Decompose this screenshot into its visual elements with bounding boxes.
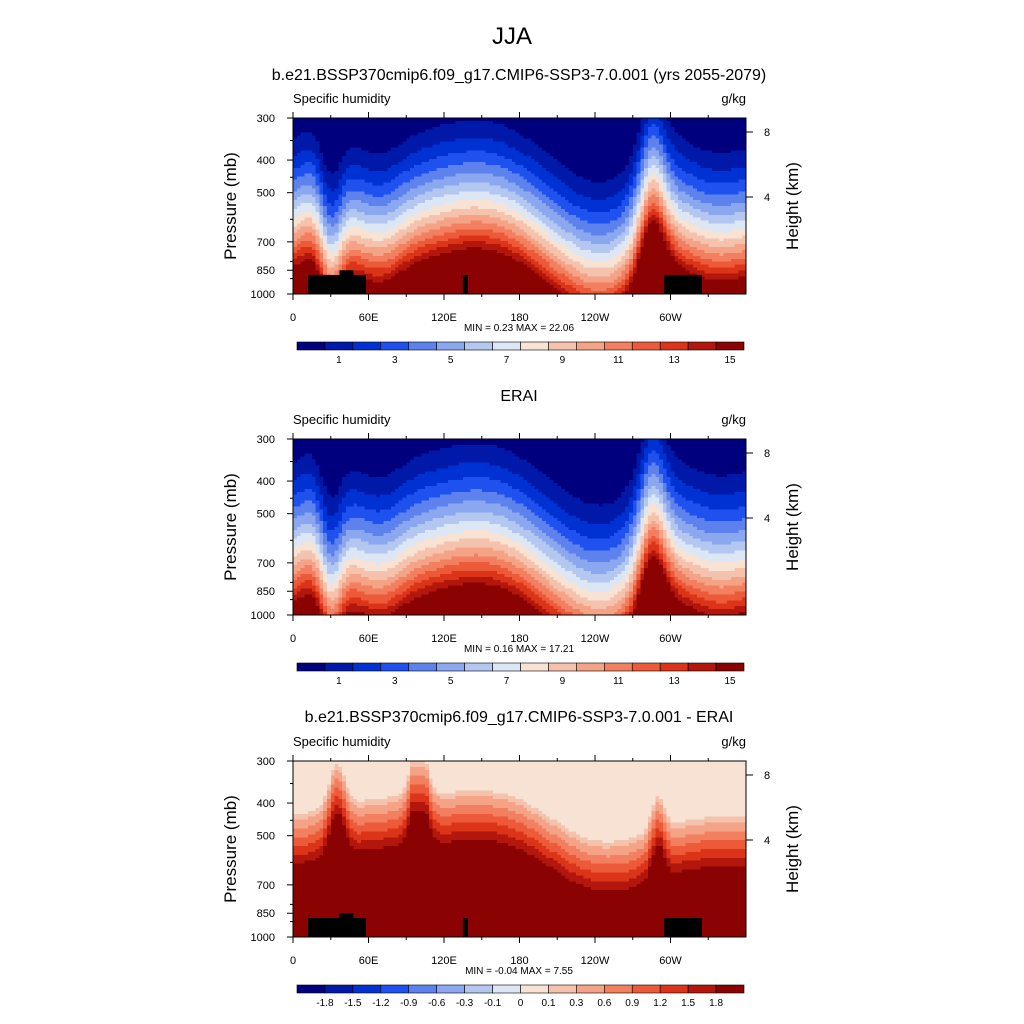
contour-field [293, 118, 747, 295]
variable-label: Specific humidity [293, 91, 391, 106]
chart-panel-1: b.e21.BSSP370cmip6.f09_g17.CMIP6-SSP3-7.… [221, 67, 802, 366]
figure-title: JJA [492, 23, 532, 50]
panel-title: b.e21.BSSP370cmip6.f09_g17.CMIP6-SSP3-7.… [272, 67, 767, 84]
units-label: g/kg [721, 91, 746, 106]
